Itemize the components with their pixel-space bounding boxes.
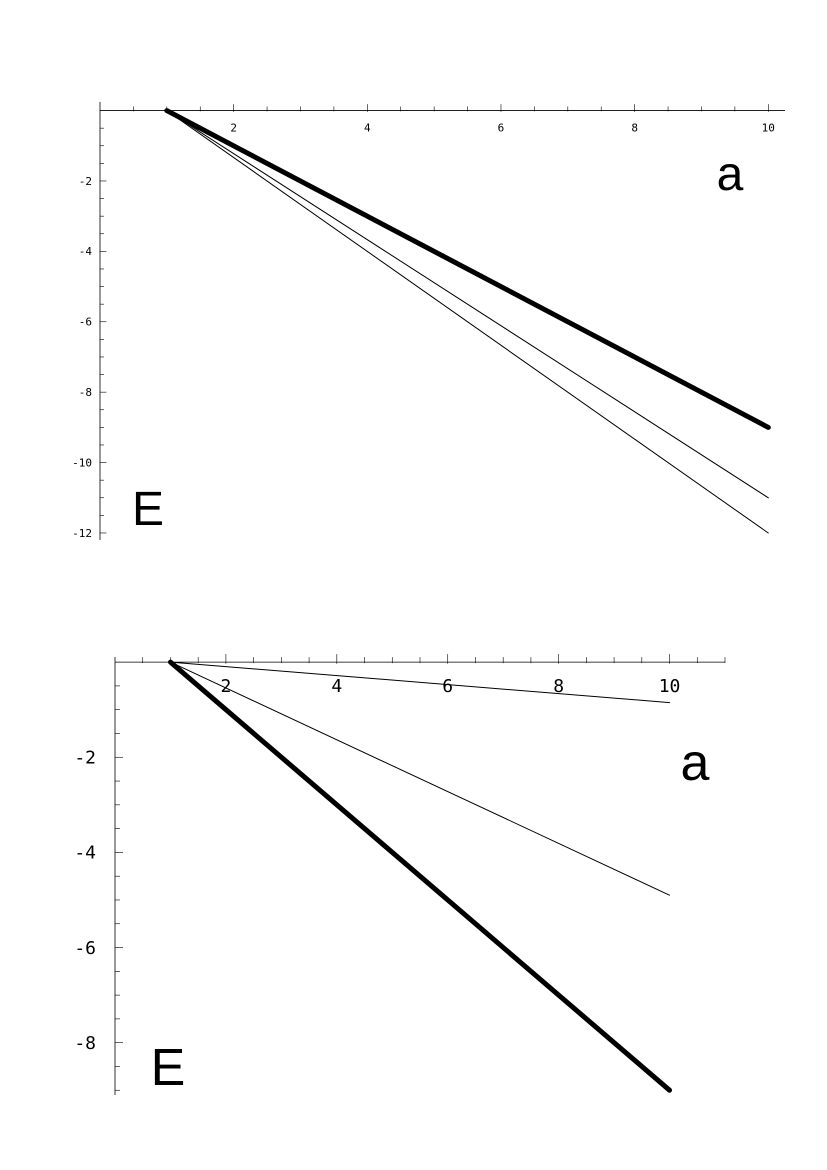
x-axis-label: a	[681, 734, 710, 792]
x-tick-label: 6	[498, 122, 505, 135]
series-line-1	[168, 659, 672, 1093]
y-axis-label: E	[132, 483, 164, 536]
series-line-2	[166, 110, 769, 499]
x-tick-label: 2	[220, 676, 231, 697]
y-tick-label: -10	[72, 456, 92, 469]
y-tick-label: -8	[74, 1033, 96, 1054]
bottom-plot: 2 4 6 8 10 -2 -4 -6 -8 a E	[74, 654, 726, 1097]
x-tick-label: 8	[631, 122, 638, 135]
x-tick-label: 4	[364, 122, 371, 135]
series-line-2	[170, 661, 670, 896]
y-tick-label: -2	[74, 748, 96, 769]
x-tick-label: 6	[442, 676, 453, 697]
y-tick-label: -4	[74, 843, 96, 864]
x-tick-label: 10	[762, 122, 775, 135]
x-tick-label: 10	[659, 676, 681, 697]
y-tick-label: -12	[72, 527, 92, 540]
series-line-1	[164, 108, 771, 430]
x-tick-label: 8	[553, 676, 564, 697]
series-line-3	[166, 110, 769, 534]
x-tick-label: 4	[331, 676, 342, 697]
y-tick-label: -2	[79, 175, 92, 188]
series-line-3	[170, 661, 670, 704]
y-axis-label: E	[151, 1039, 186, 1097]
top-plot: 2 4 6 8 10 -2 -4 -6 -8 -10 -12 a E	[72, 102, 785, 540]
x-axis-label: a	[717, 148, 744, 201]
y-tick-label: -4	[79, 245, 93, 258]
y-tick-label: -6	[74, 938, 96, 959]
y-tick-label: -8	[79, 386, 92, 399]
y-tick-label: -6	[79, 316, 92, 329]
x-tick-label: 2	[230, 122, 237, 135]
